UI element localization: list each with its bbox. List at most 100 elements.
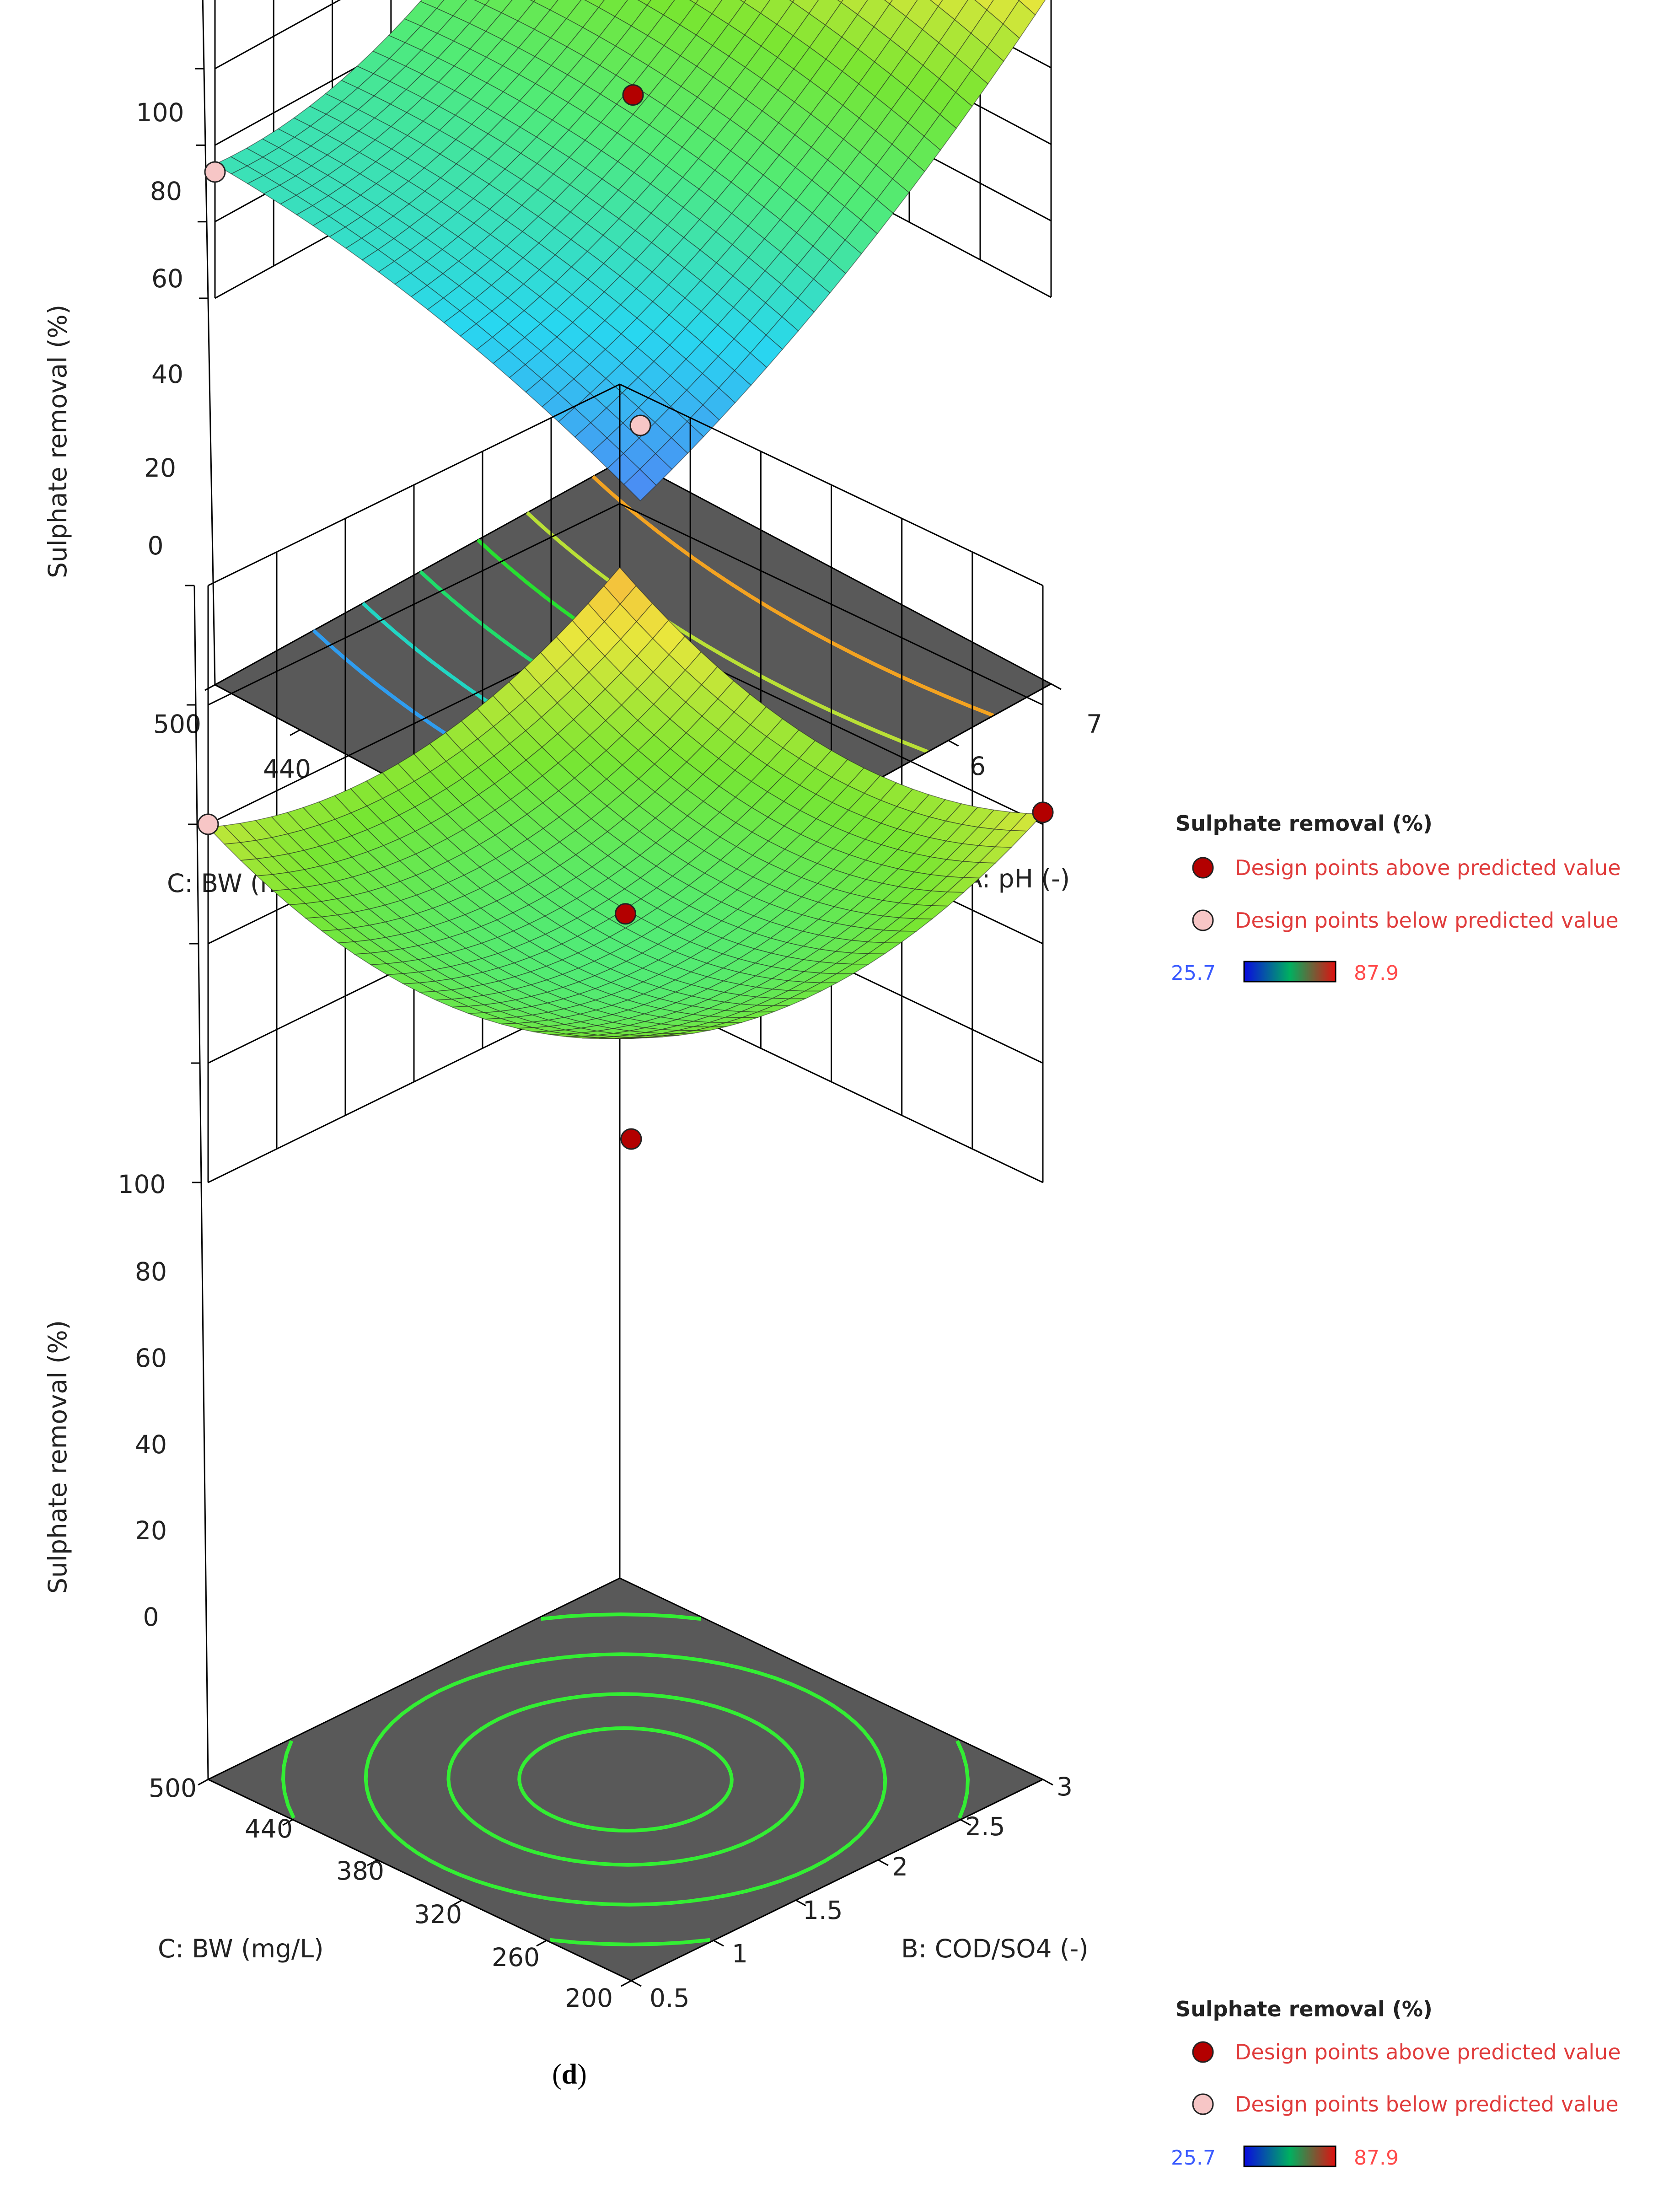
c-z-tick: 100 [136, 98, 184, 127]
c-z-axis-label: Sulphate removal (%) [43, 305, 72, 578]
d-y-tick-mark [282, 1819, 293, 1826]
d-z-tick: 20 [135, 1516, 167, 1545]
d-y-tick: 380 [336, 1856, 384, 1886]
d-x-tick-mark [631, 1980, 642, 1987]
c-z-tick-labels: 0 20 40 60 80 100 [136, 98, 184, 560]
d-legend-above-marker [1192, 2041, 1214, 2063]
c-legend-max: 87.9 [1354, 962, 1399, 985]
d-legend-below-label: Design points below predicted value [1235, 2092, 1619, 2117]
d-x-tick-mark [960, 1819, 971, 1826]
d-panel-letter: d [562, 2059, 577, 2090]
d-design-point-above [620, 1128, 642, 1150]
d-z-tick: 40 [135, 1430, 167, 1459]
c-z-tick: 40 [151, 360, 183, 389]
d-z-axis-label: Sulphate removal (%) [43, 1320, 72, 1594]
d-y-tick: 500 [149, 1773, 197, 1803]
c-legend-min: 25.7 [1171, 962, 1216, 985]
d-x-tick-mark [795, 1899, 806, 1907]
d-y-tick-labels: 200 260 320 380 440 500 [149, 1773, 613, 2013]
c-z-tick: 60 [151, 264, 183, 293]
d-x-tick: 2 [892, 1852, 908, 1881]
panel-d: 0 20 40 60 80 100 Sulphate removal (%) 2… [43, 383, 1621, 2170]
d-contour-line [446, 1692, 805, 1867]
d-x-tick-labels: 0.5 1 1.5 2 2.5 3 [649, 1772, 1073, 2013]
c-legend-below-marker [1192, 909, 1214, 931]
c-design-points [204, 84, 651, 436]
c-surface-cell [884, 0, 893, 5]
c-y-tick: 440 [263, 754, 311, 784]
c-legend-below-label: Design points below predicted value [1235, 908, 1619, 933]
d-x-axis-label: B: COD/SO4 (-) [901, 1934, 1089, 1963]
d-design-point-above [1032, 801, 1054, 823]
d-x-tick: 3 [1057, 1772, 1073, 1801]
d-y-axis-label: C: BW (mg/L) [158, 1934, 324, 1963]
c-design-point-below [204, 161, 226, 183]
d-contour-line [541, 1612, 701, 1621]
d-x-tick-mark [713, 1940, 724, 1947]
c-legend: Sulphate removal (%) Design points above… [1171, 811, 1621, 985]
d-legend: Sulphate removal (%) Design points above… [1171, 1997, 1621, 2170]
d-contour-line [517, 1726, 734, 1833]
c-response-surface [214, 0, 1046, 501]
d-y-axis-line [208, 1779, 632, 1982]
c-z-tick: 0 [148, 531, 164, 560]
d-contour-line [281, 1740, 295, 1819]
c-surface-cell [473, 0, 490, 5]
c-legend-colorbar [1243, 961, 1336, 983]
c-x-tick-mark [1051, 683, 1062, 690]
d-y-tick-mark [536, 1940, 547, 1947]
d-design-point-below [197, 813, 219, 835]
d-contour-line [364, 1652, 887, 1907]
d-legend-max: 87.9 [1354, 2146, 1399, 2170]
c-legend-above-marker [1192, 857, 1214, 879]
d-y-tick-mark [367, 1859, 378, 1866]
c-y-tick-mark [290, 729, 301, 736]
d-x-tick: 1 [732, 1939, 748, 1968]
d-x-tick-mark [878, 1859, 889, 1866]
d-floor-contours [281, 1612, 970, 1946]
c-surface-cell [929, 0, 943, 7]
d-z-tick: 80 [135, 1257, 167, 1286]
d-x-tick-mark [1042, 1779, 1053, 1786]
d-y-tick: 200 [565, 1983, 613, 2013]
c-z-tick: 20 [144, 453, 176, 483]
c-design-point-above [622, 84, 644, 106]
d-floor-polygon [206, 1577, 1045, 1982]
c-legend-title: Sulphate removal (%) [1175, 811, 1433, 836]
c-contour-line [591, 475, 994, 718]
d-y-tick-mark [451, 1899, 462, 1907]
c-legend-above-label: Design points above predicted value [1235, 855, 1621, 880]
c-surface-cell [623, 468, 657, 501]
d-y-tick: 440 [245, 1814, 293, 1843]
d-z-tick: 100 [118, 1170, 166, 1199]
d-x-tick: 0.5 [649, 1983, 689, 2013]
d-y-tick: 320 [414, 1900, 462, 1929]
d-z-tick: 60 [135, 1343, 167, 1373]
d-x-tick: 2.5 [965, 1812, 1005, 1841]
d-legend-title: Sulphate removal (%) [1175, 1997, 1433, 2021]
c-y-tick-mark [204, 684, 215, 691]
d-axes [185, 585, 1053, 1987]
d-panel-caption: (d) [552, 2059, 587, 2090]
c-z-axis-line [202, 0, 216, 685]
d-legend-colorbar [1243, 2145, 1336, 2167]
d-y-tick-mark [198, 1779, 209, 1786]
d-legend-min: 25.7 [1171, 2146, 1216, 2170]
d-floor-plane [206, 1577, 1045, 1982]
c-x-tick-mark [948, 740, 959, 747]
d-x-tick: 1.5 [803, 1896, 843, 1925]
d-contour-line [955, 1740, 970, 1819]
d-z-tick-labels: 0 20 40 60 80 100 [118, 1170, 167, 1632]
d-legend-above-label: Design points above predicted value [1235, 2040, 1621, 2064]
d-contour-line [550, 1938, 710, 1946]
d-z-tick: 0 [143, 1602, 159, 1632]
d-surface-cell [615, 1037, 647, 1039]
d-response-surface [207, 567, 1044, 1039]
d-design-points [197, 801, 1054, 1150]
d-y-tick-mark [621, 1980, 632, 1987]
c-contour-line [526, 511, 929, 754]
c-x-tick: 7 [1086, 709, 1102, 739]
d-x-axis-line [631, 1779, 1043, 1982]
c-y-tick: 500 [153, 709, 201, 739]
